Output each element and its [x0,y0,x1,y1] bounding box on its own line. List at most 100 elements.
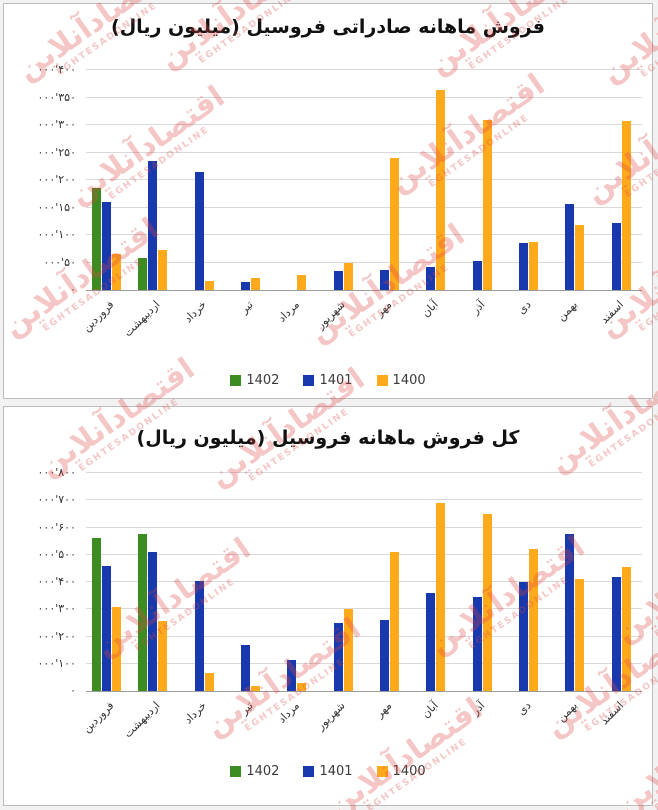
bar-1401-month-7 [380,620,389,691]
y-axis-tick-label: ۱۰۰'۰۰۰ [37,228,77,241]
gridline [86,206,642,208]
x-axis-label-5: مرداد [274,298,302,325]
bar-1400-month-10 [529,549,538,691]
bar-group-12 [596,473,642,691]
bar-group-3 [179,473,225,691]
gridline [86,581,642,582]
bar-1401-month-9 [472,260,482,290]
x-axis-label-11: بهمن [554,298,580,324]
gridline [86,553,642,555]
legend: 1402 1401 1400 [4,373,652,388]
y-axis-tick-label: ۱۵۰'۰۰۰ [37,200,77,214]
bar-1401-month-10 [519,582,528,691]
bar-group-2 [132,473,178,691]
legend: 1402 1401 1400 [4,764,652,779]
chart-panel-export-sales: فروش ماهانه صادراتی فروسیل (میلیون ریال)… [3,3,653,399]
bar-group-6 [318,70,364,290]
legend-label: 1402 [246,373,280,388]
gridline [86,608,642,610]
bar-1401-month-9 [472,597,482,691]
gridline [86,526,642,528]
x-axis-label-12: اسفند [597,699,627,728]
bar-1400-month-12 [621,120,631,290]
legend-item-1402: 1402 [230,373,279,388]
y-axis-tick-label: ۲۰۰'۰۰۰ [37,629,77,643]
bar-group-7 [364,70,410,290]
bar-1400-month-2 [158,620,168,691]
bar-1402-month-2 [138,257,148,290]
bar-1400-month-11 [575,225,585,290]
bar-1400-month-1 [112,253,121,290]
bar-group-1 [86,473,132,691]
bar-1400-month-3 [204,280,214,290]
bar-1402-month-1 [92,538,101,691]
bar-group-9 [457,70,503,290]
legend-label: 1400 [392,373,426,388]
bar-1401-month-8 [426,266,436,290]
bar-1400-month-5 [297,682,307,691]
y-axis-tick-label: ۴۰۰'۰۰۰ [37,63,77,76]
y-axis-tick-label: ۳۵۰'۰۰۰ [37,90,77,104]
gridline [86,635,642,637]
gridline [86,261,642,263]
gridline [86,472,642,473]
bar-1402-month-1 [92,188,101,290]
bar-group-4 [225,473,271,691]
bar-1401-month-3 [194,580,204,691]
x-axis-label-6: شهریور [314,298,349,332]
legend-swatch-1401 [303,375,315,386]
plot-area [86,472,642,692]
bar-1400-month-7 [390,552,399,691]
legend-label: 1402 [246,764,280,779]
bar-1400-month-11 [575,579,585,691]
x-axis-label-11: بهمن [554,699,580,725]
y-axis-tick-label: ۲۵۰'۰۰۰ [37,145,77,159]
bar-group-5 [271,473,317,691]
bar-1401-month-4 [241,282,250,290]
x-axis-label-4: تیر [237,699,256,717]
x-axis-label-5: مرداد [274,699,302,726]
bar-1400-month-3 [204,673,214,691]
y-axis-tick-label: ۶۰۰'۰۰۰ [37,520,77,534]
y-axis-tick-label: ۰ [70,283,76,296]
x-axis-label-6: شهریور [314,699,349,733]
bar-group-1 [86,70,132,290]
bar-1401-month-6 [333,622,343,691]
bar-group-6 [318,473,364,691]
bar-1400-month-4 [251,277,260,290]
bar-1401-month-1 [102,565,111,691]
legend-swatch-1401 [303,766,315,777]
bar-1401-month-4 [241,644,250,691]
bar-1401-month-12 [611,576,621,691]
bar-1400-month-6 [343,609,353,691]
bar-group-11 [549,473,595,691]
gridline [86,124,642,125]
y-axis-tick-label: ۸۰۰'۰۰۰ [37,466,77,479]
bar-1401-month-12 [611,223,621,290]
chart-panel-total-sales: کل فروش ماهانه فروسیل (میلیون ریال) ۸۰۰'… [3,406,653,806]
bar-1400-month-12 [621,567,631,691]
bar-1400-month-2 [158,250,168,290]
y-axis-tick-label: ۳۰۰'۰۰۰ [37,118,77,131]
chart-title: فروش ماهانه صادراتی فروسیل (میلیون ریال) [111,16,545,38]
x-axis-label-3: خرداد [181,699,210,727]
bar-group-8 [410,473,456,691]
bar-1401-month-3 [194,171,204,290]
x-axis-label-8: آبان [419,699,441,721]
bar-group-5 [271,70,317,290]
legend-item-1402: 1402 [230,764,279,779]
legend-swatch-1400 [376,766,388,777]
x-axis-label-4: تیر [237,298,256,316]
bar-1400-month-9 [482,119,492,290]
gridline [86,151,642,153]
x-axis-label-8: آبان [419,298,441,320]
bar-group-12 [596,70,642,290]
bar-1401-month-10 [519,243,528,290]
bar-1402-month-2 [138,533,148,691]
gridline [86,234,642,235]
x-axis-label-12: اسفند [597,298,627,327]
x-axis-label-2: اردیبهشت [121,699,163,741]
bar-1400-month-8 [436,90,446,290]
legend-item-1400: 1400 [376,373,426,388]
